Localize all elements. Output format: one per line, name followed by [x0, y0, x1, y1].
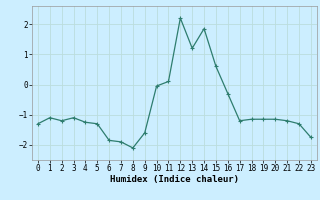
- X-axis label: Humidex (Indice chaleur): Humidex (Indice chaleur): [110, 175, 239, 184]
